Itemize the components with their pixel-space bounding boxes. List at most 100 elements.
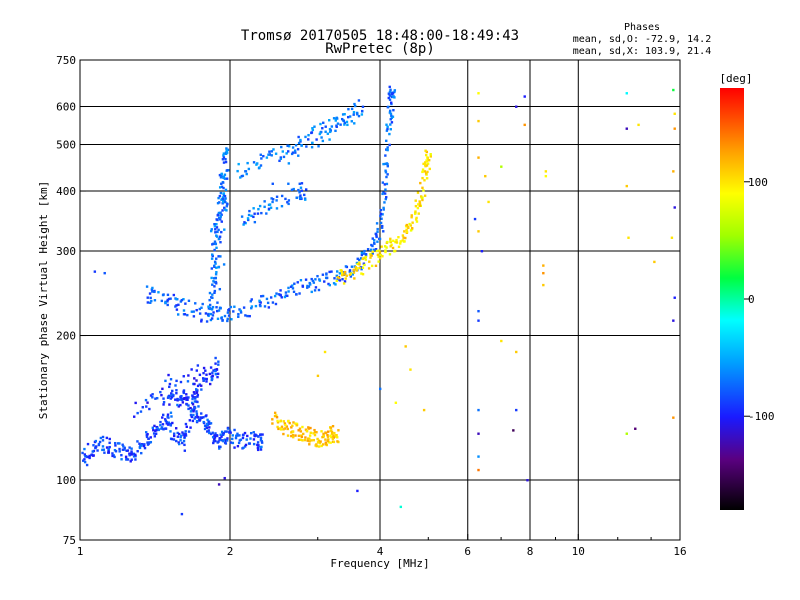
data-point (327, 282, 330, 286)
data-point (224, 188, 228, 192)
data-point (303, 193, 306, 197)
data-point (223, 177, 227, 180)
data-point (328, 130, 332, 134)
data-point (213, 291, 216, 295)
data-point (179, 434, 183, 437)
data-point (384, 154, 387, 157)
data-point (275, 414, 278, 417)
data-point (284, 294, 288, 297)
data-point (214, 362, 217, 365)
data-point (162, 400, 166, 404)
data-point (337, 429, 340, 432)
data-point (292, 435, 295, 439)
data-point (125, 449, 128, 452)
data-point (634, 427, 637, 430)
data-point (215, 271, 218, 274)
data-point (279, 294, 283, 297)
data-point (393, 89, 397, 92)
data-point (381, 192, 384, 196)
data-point (321, 443, 325, 446)
data-point (391, 246, 395, 250)
data-point (201, 377, 205, 380)
data-point (258, 299, 261, 303)
data-point (237, 312, 240, 316)
data-point (269, 206, 273, 209)
data-point (424, 149, 427, 152)
data-point (207, 420, 210, 424)
data-point (287, 286, 290, 290)
data-point (330, 429, 333, 432)
data-point (130, 453, 133, 456)
data-point (190, 310, 194, 313)
data-point (285, 425, 288, 428)
data-point (239, 438, 243, 441)
data-point (417, 203, 420, 206)
data-point (480, 250, 484, 253)
data-point (226, 202, 229, 206)
data-point (231, 441, 235, 445)
data-point (287, 420, 290, 423)
data-point (371, 252, 374, 255)
data-point (181, 401, 185, 404)
data-point (210, 432, 213, 436)
data-point (242, 446, 245, 449)
data-point (343, 113, 346, 116)
data-point (416, 191, 420, 194)
data-point (216, 317, 220, 321)
data-point (290, 152, 294, 156)
data-point (330, 432, 334, 435)
data-point (271, 422, 274, 425)
data-point (105, 446, 109, 449)
data-point (340, 269, 343, 272)
data-point (326, 435, 330, 439)
data-point (409, 368, 412, 371)
data-point (360, 109, 364, 113)
data-point (370, 243, 373, 247)
data-point (243, 431, 247, 435)
data-point (190, 368, 193, 371)
data-point (353, 102, 356, 106)
data-point (297, 141, 301, 145)
data-point (292, 290, 296, 293)
data-point (113, 455, 116, 459)
data-point (175, 427, 178, 430)
data-point (377, 260, 380, 263)
data-point (378, 237, 382, 241)
data-point (193, 406, 197, 409)
data-point (300, 435, 304, 439)
data-point (141, 406, 144, 409)
data-point (348, 115, 352, 118)
data-point (385, 148, 389, 151)
data-point (257, 207, 260, 211)
data-point (113, 441, 117, 445)
data-point (216, 201, 220, 205)
data-point (391, 92, 395, 95)
data-point (287, 290, 290, 293)
data-point (302, 432, 305, 436)
data-point (322, 121, 325, 124)
data-point (121, 443, 124, 446)
data-point (205, 425, 208, 428)
data-point (196, 384, 200, 388)
x-axis-label: Frequency [MHz] (330, 557, 429, 570)
data-point (160, 393, 163, 397)
data-point (196, 393, 200, 397)
data-point (278, 159, 281, 163)
data-point (293, 282, 296, 285)
data-point (388, 253, 392, 256)
data-point (405, 223, 409, 227)
data-point (175, 379, 178, 383)
data-point (272, 148, 275, 151)
data-point (357, 114, 361, 118)
data-point (275, 207, 279, 210)
data-point (200, 384, 203, 387)
data-point (325, 273, 328, 276)
data-point (242, 223, 245, 226)
data-point (376, 230, 379, 233)
data-point (317, 145, 320, 148)
data-point (195, 308, 198, 312)
data-point (217, 228, 220, 232)
data-point (216, 434, 219, 437)
data-point (353, 122, 356, 125)
x-tick-label: 16 (673, 545, 686, 558)
